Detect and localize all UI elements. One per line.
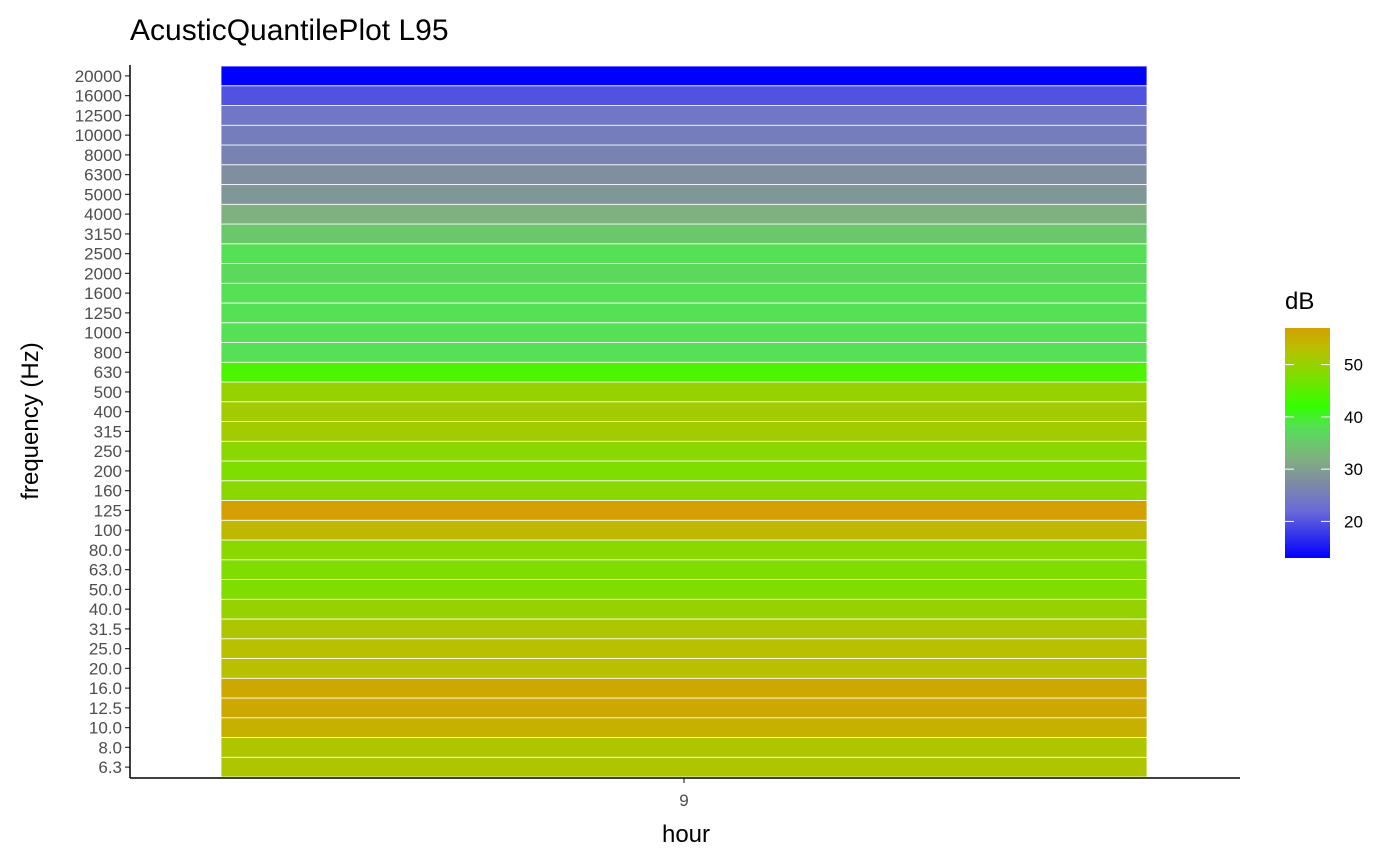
y-tick-label: 800	[94, 343, 122, 362]
y-tick-label: 8000	[84, 146, 122, 165]
heatmap-tile	[220, 223, 1148, 245]
heatmap-tiles	[220, 65, 1148, 778]
chart-title: AcusticQuantilePlot L95	[130, 14, 449, 47]
heatmap-tile	[220, 697, 1148, 719]
heatmap-tile	[220, 559, 1148, 580]
heatmap-tile	[220, 500, 1148, 521]
heatmap-tile	[220, 342, 1148, 363]
y-tick-label: 160	[94, 482, 122, 501]
heatmap-tile	[220, 677, 1148, 699]
y-tick-label: 1250	[84, 304, 122, 323]
y-tick-label: 63.0	[89, 561, 122, 580]
legend-title: dB	[1285, 288, 1314, 315]
y-tick-label: 31.5	[89, 620, 122, 639]
y-tick-label: 100	[94, 521, 122, 540]
heatmap-tile	[220, 717, 1148, 738]
heatmap-tile	[220, 539, 1148, 561]
x-tick-label: 9	[679, 791, 688, 810]
y-tick-label: 500	[94, 383, 122, 402]
heatmap-tile	[220, 124, 1148, 146]
y-tick-label: 16.0	[89, 679, 122, 698]
heatmap-tile	[220, 756, 1148, 778]
heatmap-tile	[220, 243, 1148, 264]
y-tick-label: 40.0	[89, 600, 122, 619]
heatmap-tile	[220, 460, 1148, 482]
heatmap-tile	[220, 579, 1148, 600]
y-tick-label: 1000	[84, 324, 122, 343]
y-tick-label: 10.0	[89, 719, 122, 738]
heatmap-tile	[220, 263, 1148, 284]
heatmap-tile	[220, 638, 1148, 659]
legend-colorbar	[1285, 328, 1330, 558]
heatmap-tile	[220, 105, 1148, 126]
y-tick-label: 630	[94, 363, 122, 382]
y-tick-label: 3150	[84, 225, 122, 244]
y-tick-label: 200	[94, 462, 122, 481]
y-tick-label: 8.0	[98, 738, 122, 757]
y-tick-label: 1600	[84, 284, 122, 303]
y-tick-label: 20000	[75, 67, 122, 86]
heatmap-tile	[220, 203, 1148, 225]
heatmap-tile	[220, 381, 1148, 403]
heatmap-tile	[220, 85, 1148, 106]
heatmap-tile	[220, 658, 1148, 679]
heatmap-tile	[220, 322, 1148, 343]
y-tick-label: 2000	[84, 264, 122, 283]
y-tick-label: 80.0	[89, 541, 122, 560]
y-axis-title: frequency (Hz)	[17, 342, 44, 499]
heatmap-tile	[220, 302, 1148, 324]
y-tick-label: 5000	[84, 185, 122, 204]
heatmap-tile	[220, 401, 1148, 422]
heatmap-tile	[220, 440, 1148, 462]
y-tick-label: 315	[94, 422, 122, 441]
heatmap-tile	[220, 164, 1148, 185]
heatmap-tile	[220, 282, 1148, 304]
y-tick-label: 12.5	[89, 699, 122, 718]
heatmap-tile	[220, 144, 1148, 166]
x-axis-ticks: 9	[679, 778, 689, 810]
legend: dB 20 30 40 50	[1285, 288, 1363, 558]
y-tick-label: 4000	[84, 205, 122, 224]
y-tick-label: 50.0	[89, 580, 122, 599]
heatmap-tile	[220, 618, 1148, 640]
y-axis-ticks: 6.38.010.012.516.020.025.031.540.050.063…	[75, 67, 130, 777]
y-tick-label: 400	[94, 403, 122, 422]
legend-tick-label: 50	[1344, 356, 1363, 375]
y-tick-label: 25.0	[89, 640, 122, 659]
y-tick-label: 250	[94, 442, 122, 461]
heatmap-tile	[220, 65, 1148, 87]
heatmap-tile	[220, 361, 1148, 383]
y-tick-label: 125	[94, 501, 122, 520]
y-tick-label: 10000	[75, 126, 122, 145]
y-tick-label: 20.0	[89, 659, 122, 678]
heatmap-tile	[220, 184, 1148, 205]
legend-tick-label: 40	[1344, 408, 1363, 427]
heatmap-tile	[220, 598, 1148, 620]
heatmap-tile	[220, 737, 1148, 758]
legend-ticks: 20 30 40 50	[1285, 356, 1363, 531]
x-axis-title: hour	[662, 821, 710, 848]
y-tick-label: 16000	[75, 87, 122, 106]
y-tick-label: 12500	[75, 106, 122, 125]
legend-tick-label: 20	[1344, 512, 1363, 531]
heatmap-tile	[220, 480, 1148, 501]
legend-tick-label: 30	[1344, 460, 1363, 479]
heatmap-tile	[220, 421, 1148, 442]
heatmap-tile	[220, 519, 1148, 541]
y-tick-label: 2500	[84, 245, 122, 264]
y-tick-label: 6300	[84, 166, 122, 185]
y-tick-label: 6.3	[98, 758, 122, 777]
